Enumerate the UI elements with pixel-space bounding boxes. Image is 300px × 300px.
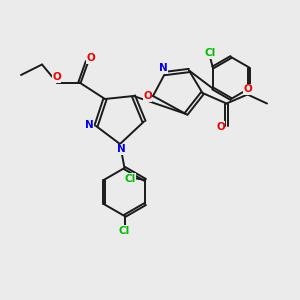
Text: N: N bbox=[117, 144, 126, 154]
Text: O: O bbox=[216, 122, 225, 132]
Text: Cl: Cl bbox=[119, 226, 130, 236]
Text: O: O bbox=[52, 72, 61, 82]
Text: Cl: Cl bbox=[124, 173, 135, 184]
Text: O: O bbox=[244, 84, 253, 94]
Text: O: O bbox=[143, 91, 152, 101]
Text: Cl: Cl bbox=[205, 48, 216, 58]
Text: N: N bbox=[85, 119, 94, 130]
Text: N: N bbox=[159, 63, 168, 73]
Text: O: O bbox=[86, 53, 95, 64]
